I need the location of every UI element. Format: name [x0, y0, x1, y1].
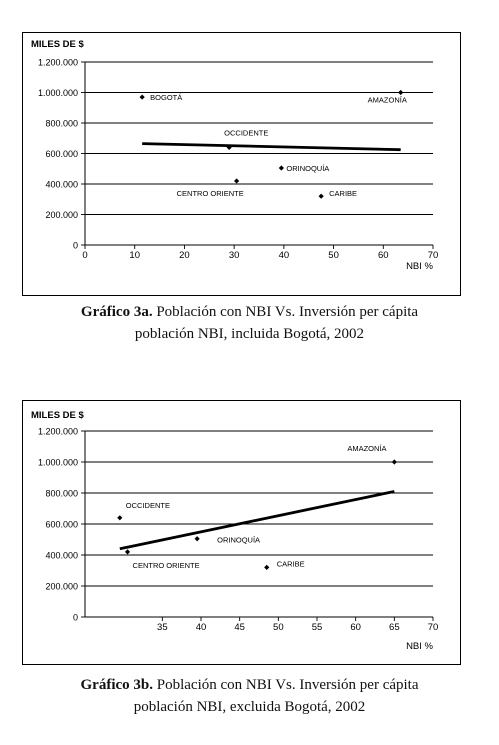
- chart-b-y-tick-label: 1.200.000: [38, 427, 78, 437]
- caption-b: Gráfico 3b. Población con NBI Vs. Invers…: [0, 674, 499, 718]
- chart-panel-a: 0 200.000 400.000 600.000 800.000 1.000.000 1.…: [22, 32, 461, 296]
- chart-a-x-axis-label: NBI %: [406, 261, 433, 272]
- chart-a-y-tick-label: 1.000.000: [38, 88, 78, 98]
- chart-b-data-point: [264, 564, 270, 570]
- chart-b-x-tick-label: 55: [312, 622, 323, 633]
- chart-b-x-tick-label: 50: [273, 622, 284, 633]
- chart-a-data-point: [234, 178, 240, 184]
- chart-b-x-tick-label: 60: [350, 622, 361, 633]
- chart-b-data-point: [194, 536, 200, 542]
- chart-panel-b: 0 200.000 400.000 600.000 800.000 1.000.000 1.…: [22, 400, 461, 665]
- chart-a-x-tick-label: 0: [82, 250, 87, 261]
- chart-a-y-tick-label: 200.000: [45, 210, 78, 220]
- chart-b-point-label: CENTRO ORIENTE: [133, 561, 200, 570]
- caption-a-line1: Población con NBI Vs. Inversión per cápi…: [156, 304, 419, 320]
- chart-b-y-tick-label: 0: [73, 613, 78, 623]
- chart-b-y-tick-label: 1.000.000: [38, 458, 78, 468]
- caption-b-line2: población NBI, excluida Bogotá, 2002: [133, 699, 366, 715]
- chart-a-y-tick-label: 1.200.000: [38, 58, 78, 68]
- chart-a-x-tick-label: 70: [428, 250, 439, 261]
- chart-b-x-tick-label: 35: [157, 622, 168, 633]
- chart-b-point-label: AMAZONÍA: [347, 444, 386, 453]
- chart-a-x-tick-label: 10: [129, 250, 140, 261]
- chart-b-data-point: [124, 549, 131, 555]
- chart-b-point-label: OCCIDENTE: [126, 501, 170, 510]
- chart-a-x-tick-label: 50: [328, 250, 339, 261]
- chart-a-data-point: [226, 144, 232, 150]
- caption-a-line2: población NBI, incluida Bogotá, 2002: [134, 326, 365, 342]
- chart-b-x-axis-label: NBI %: [406, 641, 433, 652]
- chart-b-x-tick-label: 70: [428, 622, 439, 633]
- chart-b-svg: 0 200.000 400.000 600.000 800.000 1.000.000 1.…: [31, 410, 439, 652]
- chart-a-x-tick-label: 30: [229, 250, 240, 261]
- chart-a-y-tick-label: 400.000: [45, 180, 78, 190]
- chart-a-point-label: CENTRO ORIENTE: [177, 189, 244, 198]
- chart-b-data-point: [117, 515, 123, 521]
- chart-b-y-tick-label: 600.000: [45, 520, 78, 530]
- chart-a-point-label: BOGOTÁ: [150, 93, 182, 102]
- chart-b-y-tick-label: 800.000: [45, 489, 78, 499]
- chart-b-y-tick-label: 400.000: [45, 551, 78, 561]
- chart-a-svg: 0 200.000 400.000 600.000 800.000 1.000.000 1.…: [31, 39, 439, 272]
- chart-b-x-tick-label: 40: [196, 622, 207, 633]
- chart-a-y-axis-label: MILES DE $: [31, 39, 85, 50]
- chart-a-data-point: [398, 89, 404, 96]
- chart-b-x-tick-label: 45: [234, 622, 245, 633]
- chart-b-data-point: [391, 459, 397, 465]
- chart-a-x-tick-label: 40: [279, 250, 290, 261]
- caption-a-label: Gráfico 3a.: [80, 304, 153, 320]
- chart-a-y-tick-label: 600.000: [45, 149, 78, 159]
- chart-a-x-tick-label: 60: [378, 250, 389, 261]
- chart-a-data-point: [139, 94, 145, 100]
- caption-b-label: Gráfico 3b.: [80, 677, 154, 693]
- chart-a-data-point: [318, 193, 324, 199]
- caption-a: Gráfico 3a. Población con NBI Vs. Invers…: [0, 301, 499, 345]
- chart-a-x-tick-label: 20: [179, 250, 190, 261]
- chart-a-data-point: [278, 165, 284, 171]
- chart-b-point-label: CARIBE: [277, 559, 305, 568]
- caption-b-line1: Población con NBI Vs. Inversión per cápi…: [156, 677, 419, 693]
- chart-b-point-label: ORINOQUÍA: [217, 536, 260, 545]
- chart-a-y-tick-label: 0: [73, 241, 78, 251]
- chart-a-y-tick-label: 800.000: [45, 119, 78, 129]
- chart-a-point-label: CARIBE: [329, 189, 357, 198]
- chart-a-trendline: [142, 142, 401, 152]
- chart-b-trendline: [119, 490, 395, 551]
- chart-b-y-tick-label: 200.000: [45, 582, 78, 592]
- chart-b-x-tick-label: 65: [389, 622, 400, 633]
- chart-a-point-label: OCCIDENTE: [224, 128, 268, 137]
- chart-a-point-label: ORINOQUÍA: [286, 164, 329, 173]
- chart-b-y-axis-label: MILES DE $: [31, 410, 85, 421]
- chart-a-point-label: AMAZONÍA: [368, 96, 407, 105]
